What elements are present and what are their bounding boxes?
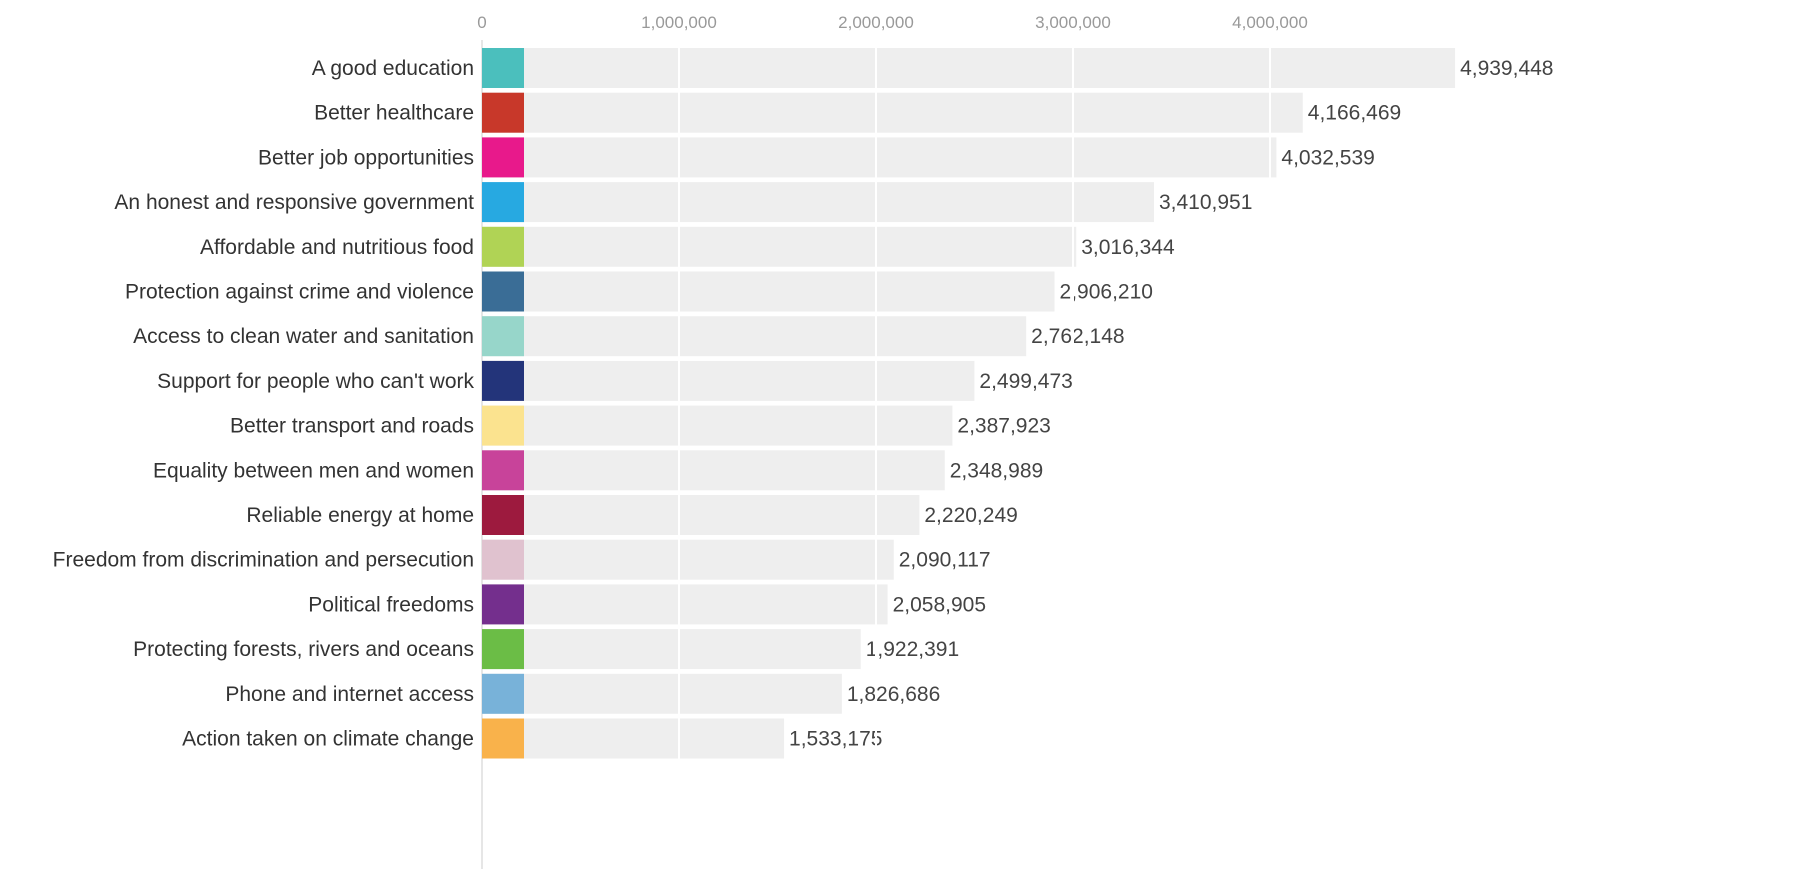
bar: [482, 405, 953, 446]
bar: [482, 360, 975, 401]
color-swatch: [482, 584, 524, 625]
category-label: Better transport and roads: [230, 415, 474, 438]
category-label: Better healthcare: [314, 102, 474, 125]
category-label: Reliable energy at home: [246, 504, 474, 527]
bar: [482, 673, 842, 714]
value-label: 3,410,951: [1159, 191, 1252, 214]
value-label: 2,348,989: [950, 459, 1043, 482]
category-label: Better job opportunities: [258, 146, 474, 169]
color-swatch: [482, 405, 524, 446]
color-swatch: [482, 450, 524, 491]
category-label: Equality between men and women: [153, 459, 474, 482]
bar-row: Better healthcare 4,166,469: [314, 92, 1401, 133]
bar-row: An honest and responsive government 3,410…: [114, 182, 1252, 223]
bar-row: Freedom from discrimination and persecut…: [53, 539, 991, 580]
color-swatch: [482, 271, 524, 312]
bar-row: Access to clean water and sanitation 2,76…: [133, 316, 1125, 357]
bar-row: Action taken on climate change 1,533,175: [182, 718, 882, 759]
value-label: 2,058,905: [893, 593, 986, 616]
x-tick-label: 4,000,000: [1232, 13, 1308, 32]
bar: [482, 137, 1277, 178]
bar: [482, 316, 1027, 357]
color-swatch: [482, 718, 524, 759]
value-label: 1,922,391: [866, 638, 959, 661]
bar: [482, 495, 920, 535]
color-swatch: [482, 316, 524, 357]
bar: [482, 718, 785, 759]
x-tick-label: 2,000,000: [838, 13, 914, 32]
bar: [482, 92, 1303, 133]
bar: [482, 629, 861, 670]
value-label: 4,166,469: [1308, 102, 1401, 125]
bar-row: Political freedoms 2,058,905: [308, 584, 986, 625]
value-label: 2,499,473: [979, 370, 1072, 393]
category-label: Protection against crime and violence: [125, 281, 474, 304]
value-label: 2,387,923: [957, 415, 1050, 438]
bar-row: Reliable energy at home 2,220,249: [246, 495, 1018, 535]
color-swatch: [482, 48, 524, 88]
color-swatch: [482, 92, 524, 133]
value-label: 3,016,344: [1081, 236, 1175, 259]
color-swatch: [482, 629, 524, 670]
category-label: Freedom from discrimination and persecut…: [53, 549, 474, 572]
bar-row: Affordable and nutritious food 3,016,344: [200, 226, 1175, 267]
category-label: Political freedoms: [308, 593, 474, 616]
bar: [482, 539, 894, 580]
bar: [482, 226, 1077, 267]
bar: [482, 450, 945, 491]
color-swatch: [482, 137, 524, 178]
x-tick-label: 3,000,000: [1035, 13, 1111, 32]
bar-row: Protecting forests, rivers and oceans 1,9…: [133, 629, 959, 670]
value-label: 4,939,448: [1460, 57, 1553, 80]
value-label: 1,533,175: [789, 728, 882, 751]
category-label: Action taken on climate change: [182, 728, 474, 751]
value-label: 1,826,686: [847, 683, 940, 706]
bar-row: Better job opportunities 4,032,539: [258, 137, 1375, 178]
bar: [482, 271, 1055, 312]
value-label: 2,762,148: [1031, 325, 1124, 348]
bar-row: Better transport and roads 2,387,923: [230, 405, 1051, 446]
category-label: Support for people who can't work: [157, 370, 474, 393]
category-label: A good education: [312, 57, 474, 80]
color-swatch: [482, 673, 524, 714]
bar: [482, 182, 1154, 223]
category-label: Access to clean water and sanitation: [133, 325, 474, 348]
bar-rows: A good education 4,939,448 Better healthca…: [53, 40, 1554, 869]
value-label: 4,032,539: [1281, 146, 1374, 169]
category-label: Affordable and nutritious food: [200, 236, 474, 259]
color-swatch: [482, 360, 524, 401]
value-label: 2,906,210: [1060, 281, 1153, 304]
x-tick-label: 1,000,000: [641, 13, 717, 32]
color-swatch: [482, 539, 524, 580]
value-label: 2,090,117: [899, 549, 991, 572]
category-label: Phone and internet access: [225, 683, 474, 706]
bar-row: A good education 4,939,448: [312, 48, 1554, 88]
bar-row: Phone and internet access 1,826,686: [225, 673, 940, 714]
bar: [482, 584, 888, 625]
color-swatch: [482, 182, 524, 223]
value-label: 2,220,249: [924, 504, 1017, 527]
bar-row: Support for people who can't work 2,499,4…: [157, 360, 1073, 401]
color-swatch: [482, 495, 524, 535]
bar: [482, 48, 1456, 88]
x-axis-ticks: 0 1,000,000 2,000,000 3,000,000 4,000,000: [477, 13, 1308, 32]
category-label: An honest and responsive government: [114, 191, 474, 214]
color-swatch: [482, 226, 524, 267]
bar-row: Equality between men and women 2,348,989: [153, 450, 1043, 491]
x-tick-label: 0: [477, 13, 486, 32]
bar-row: Protection against crime and violence 2,9…: [125, 271, 1153, 312]
category-label: Protecting forests, rivers and oceans: [133, 638, 474, 661]
